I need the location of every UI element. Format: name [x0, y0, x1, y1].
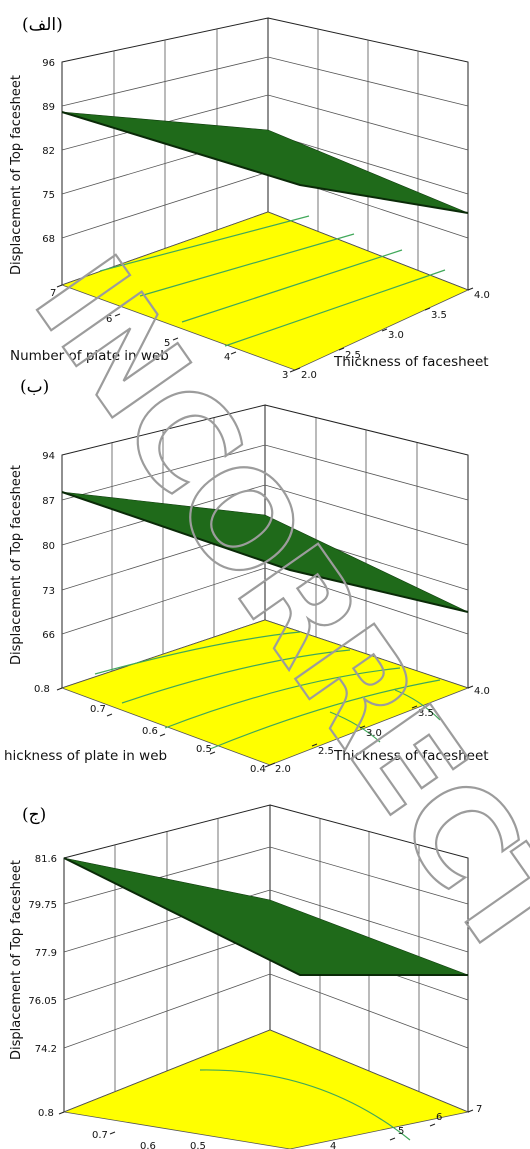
chart-panel-c: (ج) 81.6 79.75 77.9 76.05 74.2 Displacem…	[9, 804, 482, 1149]
x-tick-labels-b: 0.8 0.7 0.6 0.5 0.4	[34, 684, 266, 775]
z-tick-a-2: 82	[42, 146, 55, 157]
x-axis-label-b: hickness of plate in web	[4, 748, 167, 764]
y-tick-b-0: 2.0	[275, 764, 291, 775]
surface-edge-b	[61, 491, 469, 613]
contour-floor-c	[62, 1029, 470, 1149]
y-tick-a-3: 3.5	[431, 310, 447, 321]
z-tick-c-4: 74.2	[35, 1044, 57, 1055]
y-tick-b-1: 2.5	[318, 746, 334, 757]
x-tick-a-1: 6	[106, 314, 112, 325]
z-tick-labels-c: 81.6 79.75 77.9 76.05 74.2	[28, 854, 57, 1055]
y-axis-label-a: Thickness of facesheet	[333, 354, 489, 370]
z-tick-a-1: 89	[42, 102, 55, 113]
y-tick-b-2: 3.0	[366, 728, 382, 739]
y-tick-c-1: 5	[398, 1126, 404, 1137]
y-tick-a-0: 2.0	[301, 370, 317, 381]
y-tick-labels-b: 2.0 2.5 3.0 3.5 4.0	[275, 686, 490, 775]
y-tick-c-2: 6	[436, 1112, 442, 1123]
surface-edge-c	[63, 857, 468, 976]
z-axis-label-c: Displacement of Top facesheet	[9, 860, 24, 1060]
x-tick-c-2: 0.6	[140, 1141, 156, 1149]
z-axis-label-a: Displacement of Top facesheet	[9, 75, 24, 275]
floor-ticks-b	[56, 685, 474, 768]
contour-lines-c	[199, 1069, 411, 1141]
x-tick-a-2: 5	[164, 338, 170, 349]
x-tick-b-1: 0.7	[90, 704, 106, 715]
z-tick-labels-a: 96 89 82 75 68	[42, 58, 55, 245]
y-tick-c-3: 7	[476, 1104, 482, 1115]
z-tick-b-1: 87	[42, 496, 55, 507]
z-tick-c-3: 76.05	[28, 996, 57, 1007]
z-tick-a-4: 68	[42, 234, 55, 245]
y-tick-b-4: 4.0	[474, 686, 490, 697]
contour-floor-b	[60, 619, 470, 766]
surface-a	[61, 111, 469, 214]
panel-label-c: (ج)	[22, 805, 46, 825]
x-tick-labels-c: 0.8 0.7 0.6 0.5	[38, 1108, 206, 1149]
surface-edge-a	[61, 111, 469, 214]
y-tick-labels-c: 4 5 6 7	[330, 1104, 482, 1149]
z-tick-b-0: 94	[42, 451, 55, 462]
floor-ticks-a	[56, 284, 474, 373]
contour-lines-a	[99, 215, 446, 347]
panel-label-a: (الف)	[22, 15, 63, 35]
x-tick-labels-a: 7 6 5 4 3	[50, 288, 288, 381]
z-tick-b-4: 66	[42, 630, 55, 641]
y-tick-b-3: 3.5	[418, 708, 434, 719]
x-tick-b-3: 0.5	[196, 744, 212, 755]
x-tick-a-3: 4	[224, 352, 230, 363]
y-tick-a-2: 3.0	[388, 330, 404, 341]
y-axis-label-b: Thickness of facesheet	[333, 748, 489, 764]
x-tick-c-3: 0.5	[190, 1141, 206, 1149]
y-tick-labels-a: 2.0 2.5 3.0 3.5 4.0	[301, 290, 490, 381]
z-tick-c-0: 81.6	[35, 854, 57, 865]
z-tick-c-2: 77.9	[35, 948, 57, 959]
contour-floor-a	[60, 211, 470, 371]
y-tick-a-1: 2.5	[345, 350, 361, 361]
z-axis-label-b: Displacement of Top facesheet	[9, 465, 24, 665]
x-tick-a-0: 7	[50, 288, 56, 299]
chart-panel-a: (الف) 96 89 82 75 68 Displacement of Top…	[9, 15, 490, 381]
panel-label-b: (ب)	[20, 377, 49, 397]
x-axis-label-a: Number of plate in web	[10, 348, 169, 364]
z-tick-a-0: 96	[42, 58, 55, 69]
z-tick-c-1: 79.75	[28, 900, 57, 911]
x-tick-b-0: 0.8	[34, 684, 50, 695]
x-tick-a-4: 3	[282, 370, 288, 381]
x-tick-b-4: 0.4	[250, 764, 266, 775]
z-tick-a-3: 75	[42, 190, 55, 201]
z-tick-b-2: 80	[42, 541, 55, 552]
x-tick-c-0: 0.8	[38, 1108, 54, 1119]
x-tick-b-2: 0.6	[142, 726, 158, 737]
chart-panel-b: (ب) 94 87 80 73 66 Displacement of Top f…	[4, 377, 490, 775]
floor-ticks-c	[58, 1109, 474, 1141]
z-tick-b-3: 73	[42, 586, 55, 597]
y-tick-c-0: 4	[330, 1141, 336, 1149]
y-tick-a-4: 4.0	[474, 290, 490, 301]
x-tick-c-1: 0.7	[92, 1130, 108, 1141]
z-tick-labels-b: 94 87 80 73 66	[42, 451, 55, 641]
contour-lines-b	[94, 631, 441, 750]
